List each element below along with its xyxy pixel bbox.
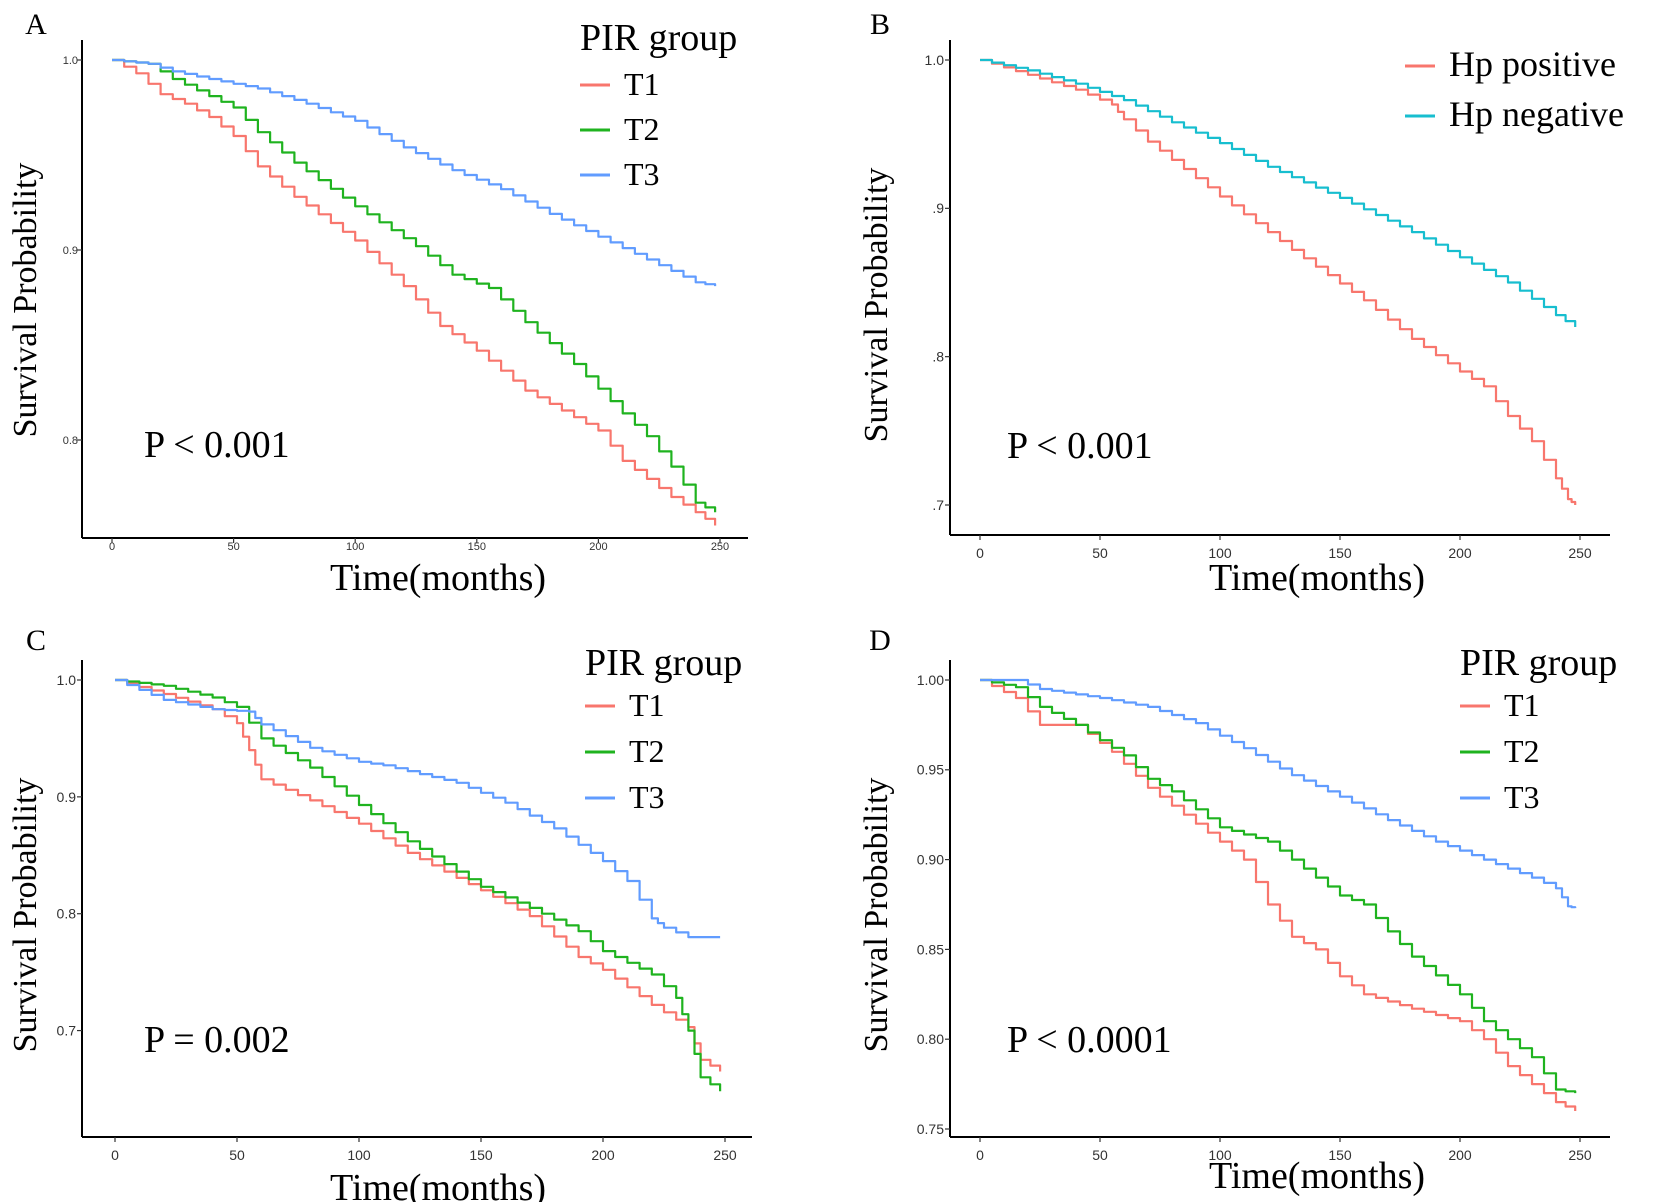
legend-label: T1 [1504,687,1540,723]
legend-title: PIR group [585,642,742,684]
x-tick-label: 150 [1328,1147,1352,1163]
x-tick-label: 50 [227,541,239,553]
x-axis-title: Time(months) [1209,557,1425,599]
y-tick-label: .9 [932,200,944,216]
x-tick-label: 250 [711,541,729,553]
y-tick-label: 0.90 [917,852,944,868]
series-line-t1 [115,678,722,1072]
y-tick-label: 1.00 [917,672,944,688]
x-axis-title: Time(months) [330,557,546,599]
series-line-t3 [112,58,717,287]
y-tick-label: .8 [932,349,944,365]
y-tick-label: 0.8 [63,435,78,447]
x-tick-label: 0 [111,1147,119,1163]
y-tick-label: 0.95 [917,762,944,778]
y-axis-title: Survival Probability [858,168,895,443]
legend-label: Hp positive [1449,44,1616,84]
x-tick-label: 200 [591,1147,615,1163]
legend-label: T3 [1504,779,1540,815]
legend-title: PIR group [1460,642,1617,684]
y-tick-label: 0.75 [917,1121,944,1137]
series-line-t2 [980,678,1577,1094]
series-line-t3 [115,678,721,939]
x-tick-label: 250 [713,1147,737,1163]
x-tick-label: 0 [976,545,984,561]
y-tick-label: 1.0 [63,55,78,67]
panel-d: 0.75 0.80 0.85 0.90 0.95 1.00 0 50 100 150 200 250 D… [858,624,1617,1197]
p-value-annotation: P < 0.001 [1007,425,1153,467]
series-line-t3 [980,678,1577,909]
x-tick-label: 200 [589,541,607,553]
y-tick-label: 0.9 [57,789,77,805]
legend-label: T2 [1504,733,1540,769]
y-tick-label: 1.0 [925,52,945,68]
p-value-annotation: P < 0.001 [144,424,290,466]
series-line-hp-negative [980,58,1577,327]
x-tick-label: 150 [469,1147,493,1163]
y-tick-label: 1.0 [57,672,77,688]
legend-label: T1 [629,687,665,723]
legend-label: T1 [624,66,660,102]
x-tick-label: 100 [1208,545,1232,561]
x-tick-label: 200 [1448,1147,1472,1163]
legend-label: T3 [624,156,660,192]
x-tick-label: 100 [346,541,364,553]
panel-label: A [25,8,47,41]
series-line-t2 [115,678,722,1092]
y-axis-title: Survival Probability [858,778,895,1053]
y-axis-title: Survival Probability [7,778,44,1053]
x-tick-label: 50 [229,1147,245,1163]
x-axis-title: Time(months) [330,1167,546,1202]
legend-label: Hp negative [1449,94,1624,134]
series-line-t2 [112,58,717,513]
y-tick-label: 0.85 [917,941,944,957]
panel-label: D [869,624,891,657]
legend-label: T3 [629,779,665,815]
x-axis-title: Time(months) [1209,1155,1425,1197]
p-value-annotation: P < 0.0001 [1007,1019,1172,1061]
y-tick-label: 0.9 [63,245,78,257]
x-tick-label: 250 [1568,1147,1592,1163]
y-tick-label: .7 [932,497,944,513]
x-tick-label: 100 [347,1147,371,1163]
x-tick-label: 200 [1448,545,1472,561]
x-tick-label: 50 [1092,545,1108,561]
x-tick-label: 150 [1328,545,1352,561]
panel-c: 0.7 0.8 0.9 1.0 0 50 100 150 200 250 C Survival Pro… [7,624,752,1202]
p-value-annotation: P = 0.002 [144,1019,290,1061]
panel-label: C [26,624,46,657]
x-tick-label: 150 [468,541,486,553]
legend-title: PIR group [580,17,737,59]
y-tick-label: 0.80 [917,1031,944,1047]
legend-label: T2 [624,111,660,147]
series-line-t1 [112,58,717,526]
panel-b: .7 .8 .9 1.0 0 50 100 150 200 250 B Survival Probab… [858,8,1624,599]
y-tick-label: 0.8 [57,906,77,922]
y-axis-title: Survival Probability [7,163,44,438]
series-line-hp-positive [980,58,1577,505]
y-tick-label: 0.7 [57,1022,77,1038]
x-tick-label: 100 [1208,1147,1232,1163]
x-tick-label: 50 [1092,1147,1108,1163]
x-tick-label: 0 [976,1147,984,1163]
panel-a: 0.8 0.9 1.0 0 50 100 150 200 250 A Survival Probab… [7,8,748,599]
x-tick-label: 250 [1568,545,1592,561]
x-tick-label: 0 [109,541,115,553]
legend-label: T2 [629,733,665,769]
panel-label: B [870,8,890,41]
